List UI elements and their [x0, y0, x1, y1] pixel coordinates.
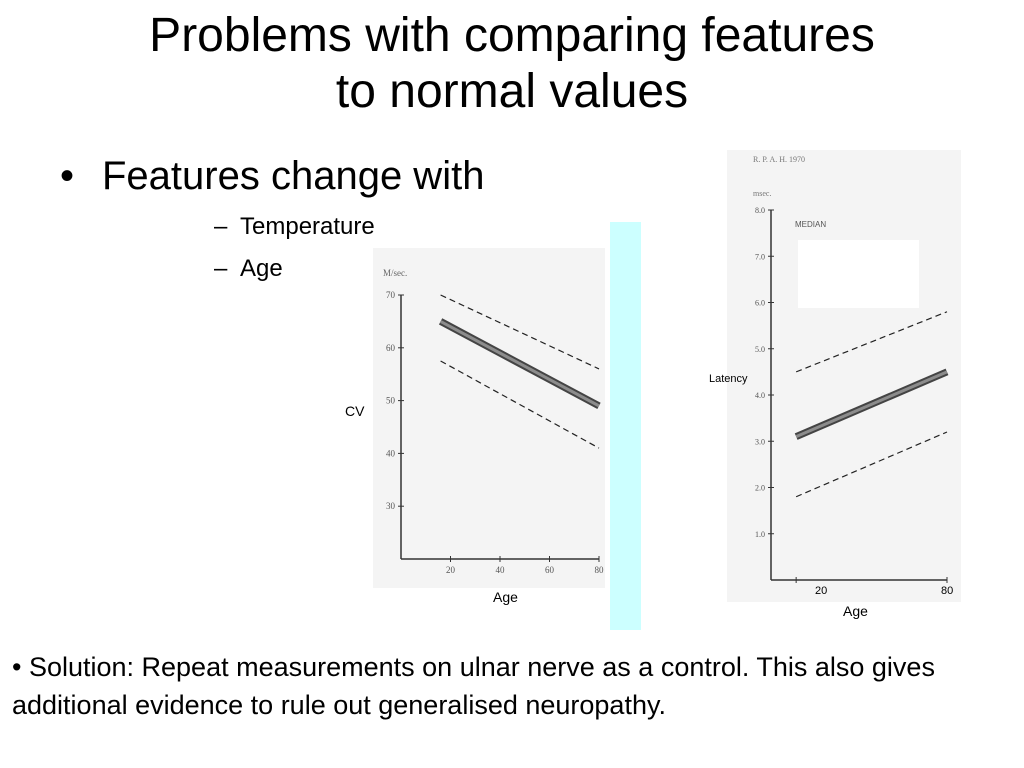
cv-axis-label: CV [345, 403, 365, 419]
latency-chart-svg: R. P. A. H. 1970 msec. MEDIAN 1.0 2.0 3.0 4… [727, 150, 961, 602]
sub-item-age: – Age [214, 255, 283, 283]
cv-x-axis-label: Age [493, 589, 518, 605]
y-tick-label: 6.0 [755, 299, 765, 308]
x-tick-label: 60 [545, 565, 555, 575]
latency-x-axis-label: Age [843, 603, 868, 619]
latency-chart-scan: R. P. A. H. 1970 msec. MEDIAN 1.0 2.0 3.0 4… [727, 150, 961, 602]
y-tick-label: 3.0 [755, 437, 765, 446]
bullet-features: • Features change with [60, 152, 484, 200]
y-tick-label: 8.0 [755, 206, 765, 215]
limit-line [795, 311, 948, 373]
latency-axis-label: Latency [709, 373, 748, 385]
slide-title: Problems with comparing features to norm… [0, 8, 1024, 120]
sub-dash: – [214, 255, 228, 282]
y-tick-label: 40 [386, 448, 396, 458]
title-line-2: to normal values [335, 65, 689, 118]
separator-bar [610, 222, 641, 630]
latency-scan-header: R. P. A. H. 1970 [753, 155, 805, 164]
sub-item-temperature: – Temperature [214, 213, 375, 241]
latency-x-tick-80: 80 [941, 585, 954, 597]
x-tick-label: 20 [446, 565, 456, 575]
y-tick-label: 4.0 [755, 391, 765, 400]
y-tick-label: 5.0 [755, 345, 765, 354]
y-tick-label: 1.0 [755, 530, 765, 539]
cv-chart-scan: M/sec. 30 40 50 60 70 20 40 60 80 [373, 248, 605, 588]
y-tick-label: 30 [386, 501, 396, 511]
sub-item-age-text: Age [240, 255, 283, 282]
mean-line [439, 320, 600, 408]
cv-scan-ylabel: M/sec. [383, 268, 407, 278]
limit-line [440, 294, 600, 370]
y-tick-label: 7.0 [755, 252, 765, 261]
bullet-dot: • [60, 154, 75, 198]
latency-scan-ylabel: msec. [753, 189, 771, 198]
latency-series-label: MEDIAN [795, 220, 826, 229]
x-tick-label: 80 [595, 565, 605, 575]
y-tick-label: 2.0 [755, 484, 765, 493]
latency-x-tick-20: 20 [815, 585, 828, 597]
limit-line [795, 431, 948, 498]
cv-chart-svg: M/sec. 30 40 50 60 70 20 40 60 80 [373, 248, 605, 588]
scan-background [373, 248, 605, 588]
y-tick-label: 60 [386, 343, 396, 353]
sub-dash: – [214, 213, 228, 240]
limit-line [440, 360, 600, 449]
y-tick-label: 70 [386, 290, 396, 300]
scan-background [727, 150, 961, 602]
solution-text: • Solution: Repeat measurements on ulnar… [12, 652, 935, 720]
mean-line [795, 370, 948, 439]
sub-item-temperature-text: Temperature [240, 213, 375, 240]
blank-patch [798, 240, 919, 308]
title-line-1: Problems with comparing features [149, 9, 875, 62]
bullet-features-text: Features change with [102, 154, 485, 198]
x-tick-label: 40 [496, 565, 506, 575]
y-tick-label: 50 [386, 396, 396, 406]
